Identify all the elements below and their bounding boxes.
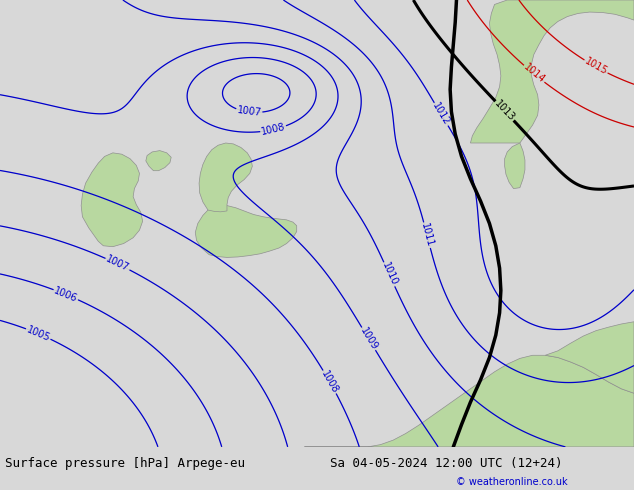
Text: Surface pressure [hPa] Arpege-eu: Surface pressure [hPa] Arpege-eu xyxy=(5,457,245,470)
Text: 1006: 1006 xyxy=(53,285,79,304)
Text: 1010: 1010 xyxy=(380,261,399,288)
Text: 1008: 1008 xyxy=(260,122,287,137)
Text: © weatheronline.co.uk: © weatheronline.co.uk xyxy=(456,477,568,487)
Polygon shape xyxy=(505,143,525,189)
Text: 1007: 1007 xyxy=(236,105,262,119)
Polygon shape xyxy=(195,205,297,257)
Text: 1013: 1013 xyxy=(493,98,517,123)
Polygon shape xyxy=(81,153,143,246)
Polygon shape xyxy=(146,150,171,171)
Text: 1015: 1015 xyxy=(583,56,609,77)
Polygon shape xyxy=(545,322,634,393)
Text: 1012: 1012 xyxy=(430,101,452,127)
Text: 1007: 1007 xyxy=(105,254,131,274)
Polygon shape xyxy=(470,0,634,143)
Text: Sa 04-05-2024 12:00 UTC (12+24): Sa 04-05-2024 12:00 UTC (12+24) xyxy=(330,457,562,470)
Text: 1009: 1009 xyxy=(358,326,379,352)
Text: 1014: 1014 xyxy=(521,62,547,86)
Text: 1008: 1008 xyxy=(320,369,340,395)
Text: 1005: 1005 xyxy=(25,324,51,343)
Polygon shape xyxy=(199,143,252,212)
Text: 1011: 1011 xyxy=(419,222,435,248)
Polygon shape xyxy=(304,355,634,447)
